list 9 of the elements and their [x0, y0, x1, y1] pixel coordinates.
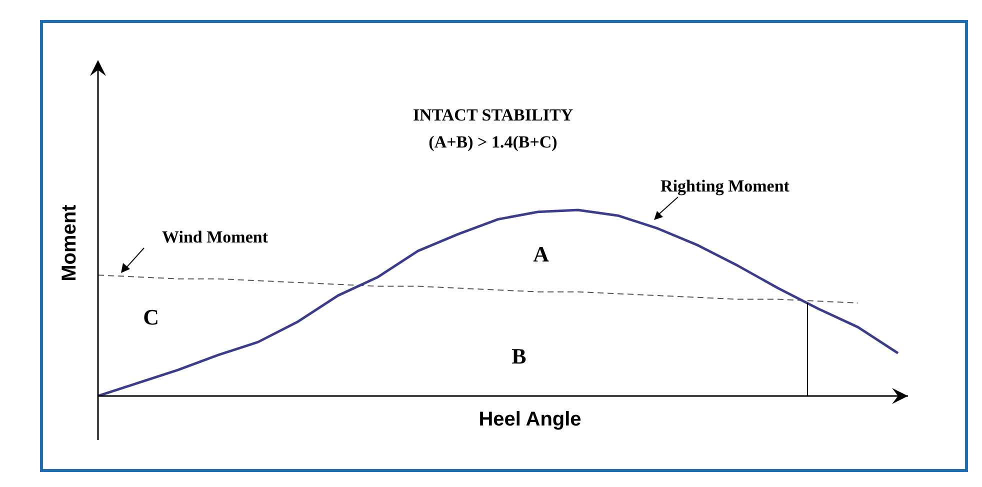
series-label: Wind Moment: [162, 227, 268, 246]
annotation: A: [533, 242, 550, 267]
y-axis-title: Moment: [58, 204, 81, 282]
chart-subtitle: (A+B) > 1.4(B+C): [428, 132, 558, 152]
series-label: Righting Moment: [660, 176, 790, 196]
annotation: B: [512, 344, 527, 369]
chart-title: INTACT STABILITY: [412, 105, 574, 124]
x-axis-title: Heel Angle: [478, 408, 582, 431]
annotation: C: [143, 304, 159, 330]
